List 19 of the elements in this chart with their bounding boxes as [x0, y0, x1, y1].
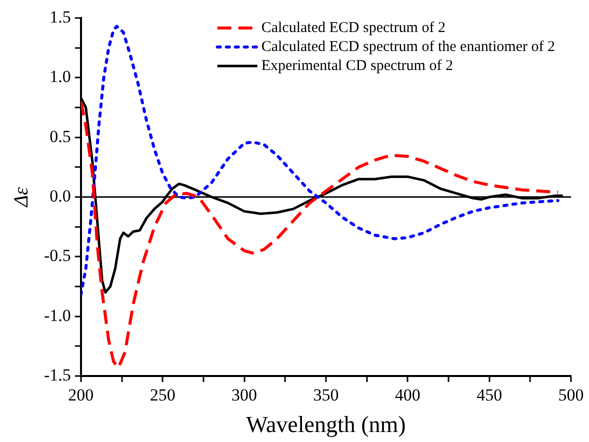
y-tick-label: -0.5 [44, 246, 71, 266]
legend-label: Calculated ECD spectrum of the enantiomer of 2 [261, 38, 556, 55]
x-tick-label: 400 [394, 386, 420, 405]
x-tick-label: 350 [313, 386, 339, 405]
x-tick-label: 500 [558, 386, 584, 405]
y-tick-label: -1.5 [44, 365, 71, 384]
y-tick-label: 1.0 [50, 67, 71, 86]
x-axis-title: Wavelength (nm) [246, 412, 406, 438]
x-tick-label: 450 [476, 386, 502, 405]
y-tick-label: 0.0 [50, 186, 71, 206]
x-tick-label: 250 [150, 386, 176, 405]
y-tick-label: -1.0 [44, 306, 71, 325]
legend-label: Experimental CD spectrum of 2 [261, 58, 453, 74]
x-tick-label: 200 [68, 386, 94, 405]
legend-label: Calculated ECD spectrum of 2 [261, 20, 446, 36]
x-tick-label: 300 [232, 386, 258, 405]
y-axis-title: Δε [10, 187, 32, 208]
y-tick-label: 0.5 [50, 126, 71, 146]
y-tick-label: 1.5 [50, 7, 71, 26]
